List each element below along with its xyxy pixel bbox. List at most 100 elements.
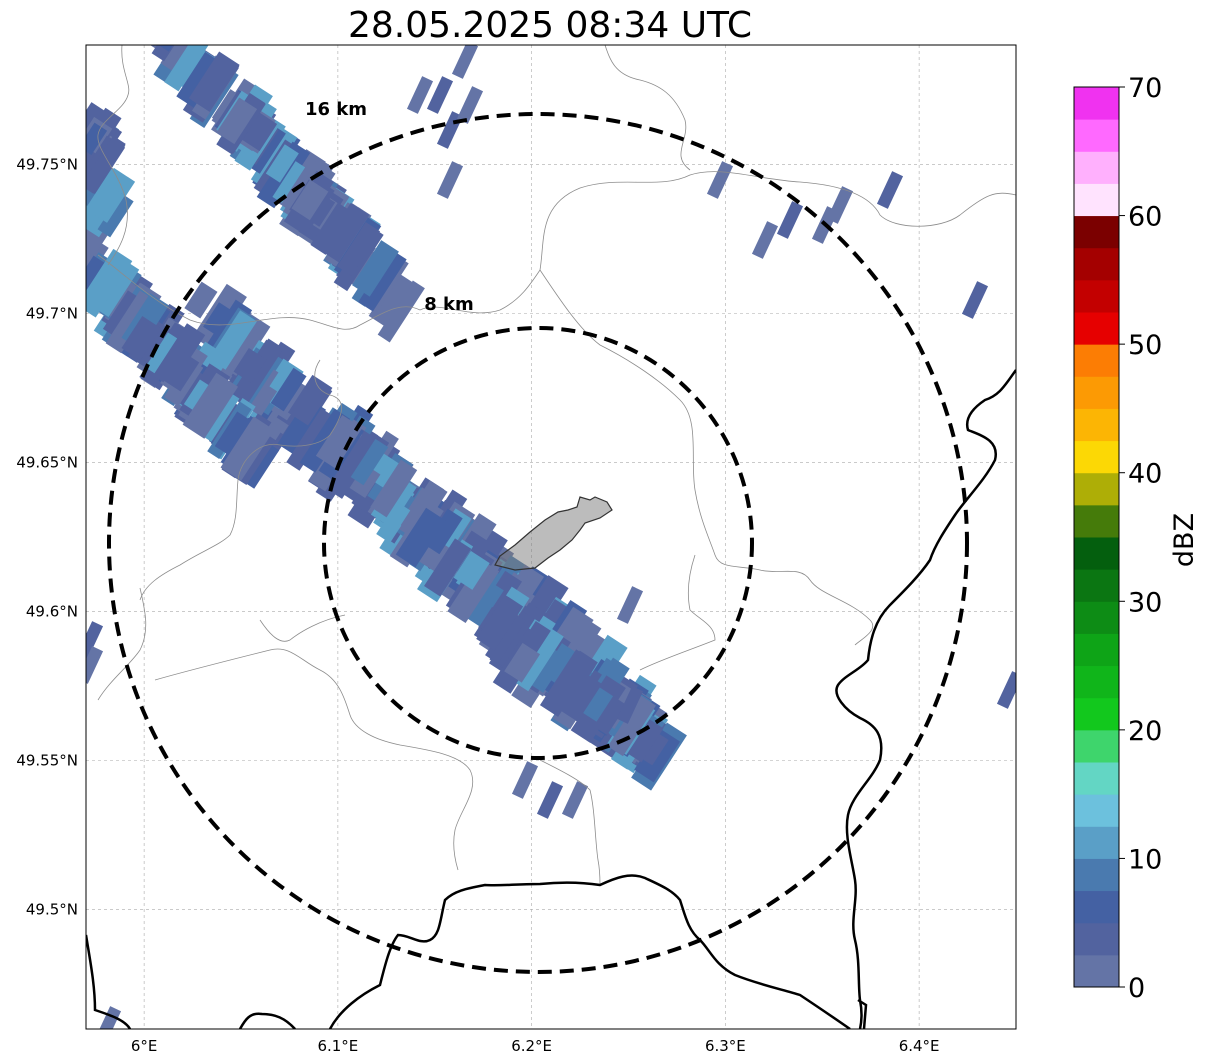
radar-echo-cell: [560, 650, 598, 693]
radar-echo-cell: [395, 507, 446, 568]
radar-echo-cell: [265, 144, 299, 183]
radar-echo-cell: [270, 367, 307, 412]
radar-echo-cell: [751, 221, 779, 259]
colorbar-tick-label: 50: [1128, 330, 1162, 361]
radar-echo-cell: [706, 161, 734, 199]
x-tick-label: 6.2°E: [511, 1037, 552, 1055]
colorbar-swatch: [1074, 794, 1119, 827]
x-tick-label: 6.1°E: [317, 1037, 358, 1055]
radar-echo-cell: [370, 459, 418, 518]
radar-echo-cell: [350, 438, 389, 486]
radar-echo-cell: [376, 501, 411, 543]
radar-echo-cell: [485, 612, 526, 664]
map-plot-area: [86, 45, 1016, 1029]
radar-echo-cell: [86, 204, 89, 261]
colorbar-swatch: [1074, 344, 1119, 377]
radar-echo-cell: [203, 302, 232, 336]
radar-echo-cell: [94, 1006, 122, 1029]
colorbar-swatches: [1074, 87, 1119, 988]
radar-echo-cell: [86, 122, 108, 155]
radar-echo-cell: [336, 222, 381, 276]
plot-frame: [85, 44, 1017, 1030]
radar-echo-cell: [306, 194, 336, 227]
radar-echo-cell: [184, 281, 218, 319]
radar-echo-cell: [319, 202, 370, 263]
colorbar-tick-label: 0: [1128, 973, 1145, 1004]
colorbar-swatch: [1074, 87, 1119, 120]
radar-echo-cell: [182, 372, 239, 439]
y-tick-label: 49.7°N: [26, 304, 78, 322]
radar-echo-cell: [151, 45, 195, 62]
colorbar-swatch: [1074, 376, 1119, 409]
radar-echo-cell: [504, 642, 541, 683]
colorbar-swatch: [1074, 569, 1119, 602]
colorbar-tick-label: 30: [1128, 587, 1162, 618]
ring-label-16km: 16 km: [305, 99, 367, 120]
y-axis-tick-labels: 49.75°N 49.7°N 49.65°N 49.6°N 49.55°N 49.5°N: [16, 155, 78, 918]
radar-echo-cell: [287, 374, 333, 426]
ring-label-8km: 8 km: [424, 294, 474, 315]
colorbar-swatch: [1074, 312, 1119, 345]
radar-echo-cell: [162, 45, 202, 77]
radar-echo-cell: [164, 45, 212, 92]
radar-echo-cell: [616, 586, 644, 624]
colorbar-tick-label: 60: [1128, 202, 1162, 233]
radar-echo-cell: [368, 272, 414, 327]
radar-echo-cell: [233, 348, 267, 384]
colorbar-swatch: [1074, 440, 1119, 474]
y-tick-label: 49.65°N: [16, 453, 78, 471]
colorbar-swatch: [1074, 408, 1119, 442]
colorbar-swatch: [1074, 922, 1119, 956]
radar-echo-cell: [352, 240, 399, 297]
radar-echo-cell: [451, 45, 479, 79]
radar-echo-cell: [527, 646, 567, 693]
radar-echo-cell: [86, 135, 126, 194]
radar-echo-cell: [776, 201, 804, 239]
radar-echo-cell: [86, 255, 111, 294]
radar-echo-cell: [424, 538, 472, 597]
radar-echo-cell: [536, 781, 564, 819]
radar-echo-cell: [315, 415, 363, 469]
colorbar-swatch: [1074, 601, 1119, 634]
radar-echoes: [86, 45, 1016, 1029]
radar-echo-cell: [89, 183, 125, 223]
colorbar-tick-label: 70: [1128, 73, 1162, 104]
colorbar: 0 10 20 30 40 50 60 70 dBZ: [1073, 73, 1200, 1004]
colorbar-swatch: [1074, 826, 1119, 859]
radar-echo-cell: [436, 161, 464, 199]
y-tick-label: 49.6°N: [26, 603, 78, 621]
radar-echo-cell: [406, 76, 434, 114]
radar-echo-cell: [358, 249, 407, 312]
x-axis-tick-labels: 6°E 6.1°E 6.2°E 6.3°E 6.4°E: [131, 1037, 940, 1055]
radar-echo-cell: [456, 86, 484, 124]
colorbar-swatch: [1074, 890, 1119, 924]
radar-echo-cell: [214, 411, 250, 455]
colorbar-swatch: [1074, 697, 1119, 731]
radar-echo-cell: [453, 550, 490, 590]
radar-echo-cell: [216, 97, 258, 145]
colorbar-swatch: [1074, 633, 1119, 667]
radar-echo-cell: [558, 671, 603, 722]
radar-echo-cell: [220, 416, 275, 481]
city-outline-polygon: [494, 496, 613, 571]
map-title: 28.05.2025 08:34 UTC: [348, 5, 752, 46]
radar-echo-cell: [511, 761, 539, 799]
x-tick-label: 6.3°E: [705, 1037, 746, 1055]
colorbar-swatch: [1074, 858, 1119, 892]
national-borders: [86, 369, 1016, 1029]
radar-echo-cell: [620, 714, 664, 763]
radar-echo-cell: [377, 280, 425, 343]
colorbar-swatch: [1074, 279, 1119, 313]
radar-echo-cell: [516, 628, 564, 692]
y-tick-label: 49.55°N: [16, 752, 78, 770]
radar-echo-cell: [219, 323, 264, 376]
colorbar-swatch: [1074, 151, 1119, 184]
radar-echo-cell: [86, 646, 104, 684]
colorbar-swatch: [1074, 215, 1119, 249]
radar-echo-cell: [826, 186, 854, 224]
radar-echo-cell: [578, 684, 615, 723]
colorbar-swatch: [1074, 537, 1119, 570]
colorbar-tick-label: 20: [1128, 716, 1162, 747]
radar-echo-cell: [447, 559, 500, 624]
